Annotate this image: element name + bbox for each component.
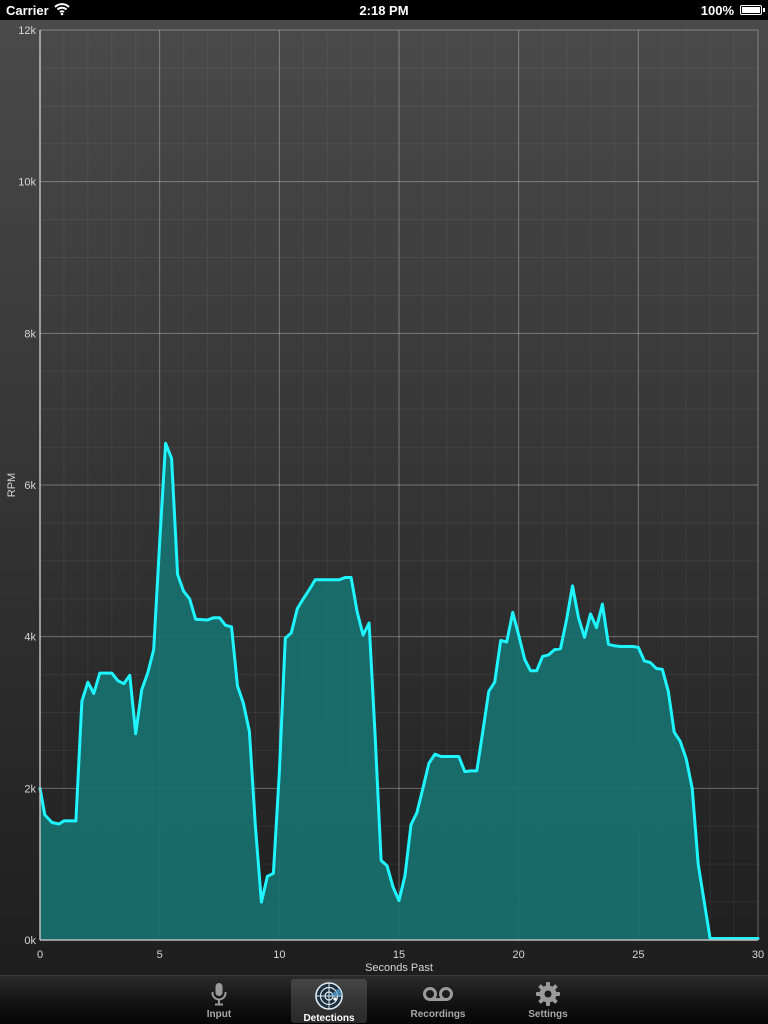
tab-input[interactable]: Input bbox=[181, 979, 257, 1023]
tab-label-recordings: Recordings bbox=[410, 1009, 466, 1020]
y-tick-label: 6k bbox=[24, 480, 36, 492]
rpm-chart-svg: 0 5 10 15 20 25 30 0k 2k 4k 6k 8k 10k 12k Seconds Past… bbox=[6, 25, 764, 974]
rpm-area-fill bbox=[40, 443, 758, 940]
y-tick-label: 8k bbox=[24, 328, 36, 340]
x-tick-label: 25 bbox=[632, 949, 644, 961]
x-tick-label: 5 bbox=[157, 949, 163, 961]
battery-icon bbox=[740, 5, 765, 15]
x-tick-label: 15 bbox=[393, 949, 405, 961]
y-tick-label: 0k bbox=[24, 935, 36, 947]
tab-bar: Input Detections Recordings bbox=[0, 975, 768, 1024]
wifi-icon bbox=[54, 3, 70, 16]
y-axis-label: RPM bbox=[6, 473, 18, 497]
gear-icon bbox=[536, 982, 560, 1006]
rpm-chart: 0 5 10 15 20 25 30 0k 2k 4k 6k 8k 10k 12k Seconds Past… bbox=[0, 20, 768, 975]
tab-label-input: Input bbox=[206, 1009, 232, 1020]
y-tick-label: 12k bbox=[18, 25, 36, 37]
y-tick-label: 2k bbox=[24, 783, 36, 795]
rpm-series-line bbox=[38, 441, 760, 940]
x-tick-label: 20 bbox=[513, 949, 525, 961]
y-tick-label: 4k bbox=[24, 632, 36, 644]
tab-settings[interactable]: Settings bbox=[510, 979, 586, 1023]
carrier-label: Carrier bbox=[6, 3, 49, 18]
y-tick-label: 10k bbox=[18, 177, 36, 189]
tab-recordings[interactable]: Recordings bbox=[400, 979, 476, 1023]
status-bar: Carrier 2:18 PM 100% bbox=[0, 0, 768, 20]
voicemail-icon bbox=[423, 987, 453, 1001]
x-tick-label: 30 bbox=[752, 949, 764, 961]
x-tick-label: 0 bbox=[37, 949, 43, 961]
microphone-icon bbox=[211, 983, 227, 1006]
battery-percentage: 100% bbox=[700, 3, 734, 18]
radar-icon bbox=[315, 982, 343, 1010]
x-tick-label: 10 bbox=[273, 949, 285, 961]
tab-label-settings: Settings bbox=[528, 1009, 568, 1020]
x-axis-label: Seconds Past bbox=[365, 962, 433, 974]
tab-detections[interactable]: Detections bbox=[291, 979, 367, 1024]
status-time: 2:18 PM bbox=[359, 3, 409, 18]
tab-label-detections: Detections bbox=[303, 1013, 355, 1024]
